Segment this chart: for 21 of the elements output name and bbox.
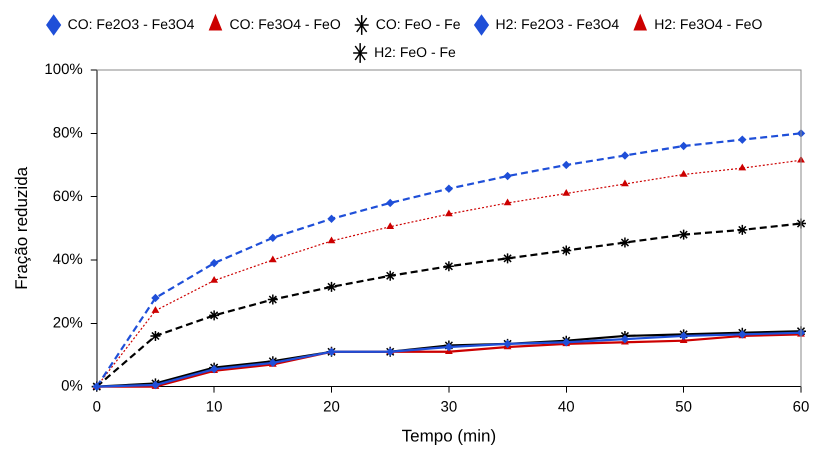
x-tick-label: 40 xyxy=(558,398,575,416)
legend-label: CO: FeO - Fe xyxy=(376,16,461,32)
x-tick-label: 60 xyxy=(792,398,810,416)
y-tick-label: 80% xyxy=(52,124,83,142)
x-tick-label: 0 xyxy=(92,398,101,416)
legend-label: H2: FeO - Fe xyxy=(374,44,456,60)
y-tick-label: 100% xyxy=(44,61,83,78)
x-tick-label: 10 xyxy=(206,398,222,416)
y-tick-label: 40% xyxy=(52,251,83,268)
legend-label: H2: Fe3O4 - FeO xyxy=(654,16,762,32)
legend-label: CO: Fe2O3 - Fe3O4 xyxy=(68,16,195,32)
y-tick-label: 0% xyxy=(61,378,83,395)
y-tick-label: 20% xyxy=(52,314,83,332)
y-axis-title: Fração reduzida xyxy=(12,166,31,290)
x-tick-label: 30 xyxy=(440,398,458,416)
legend-label: CO: Fe3O4 - FeO xyxy=(229,16,341,32)
x-tick-label: 50 xyxy=(675,398,692,416)
y-tick-label: 60% xyxy=(52,188,83,205)
x-tick-label: 20 xyxy=(323,398,340,416)
x-axis-title: Tempo (min) xyxy=(402,426,496,446)
legend-label: H2: Fe2O3 - Fe3O4 xyxy=(495,16,620,32)
